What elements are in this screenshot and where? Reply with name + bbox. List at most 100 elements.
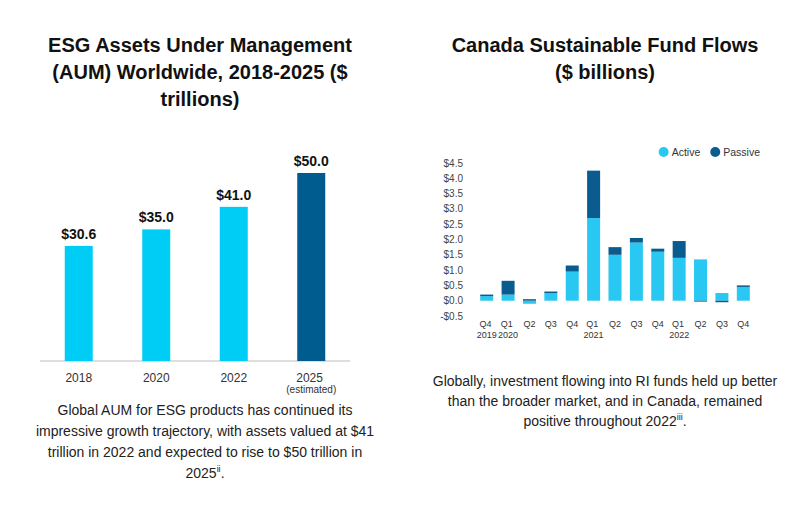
x-tick-label: 2018 <box>65 371 92 385</box>
caption-line: than the broader market, and in Canada, … <box>448 393 762 409</box>
x-tick-label: Q2 <box>609 319 621 329</box>
bar-segment <box>544 293 557 301</box>
x-tick-label: Q3 <box>630 319 642 329</box>
bar <box>297 173 325 361</box>
caption-line: 2025 <box>185 465 216 481</box>
bar-segment <box>694 300 707 302</box>
y-tick-label: $0.0 <box>444 295 464 306</box>
page: ESG Assets Under Management (AUM) Worldwi… <box>0 0 800 509</box>
x-tick-label: Q3 <box>545 319 557 329</box>
x-tick-line: Q4 <box>479 319 494 329</box>
x-tick-line: 2022 <box>220 371 247 385</box>
bar-segment <box>523 299 536 301</box>
x-tick-line: Q2 <box>609 319 621 329</box>
bar-segment <box>651 252 664 301</box>
caption: Global AUM for ESG products has continue… <box>36 402 374 481</box>
bars <box>480 171 750 304</box>
title-line: trillions) <box>161 88 240 110</box>
bar-segment <box>566 266 579 272</box>
x-tick-line: 2025 <box>296 371 326 385</box>
bar-segment <box>715 301 728 303</box>
bar-segment <box>694 259 707 300</box>
caption-end: . <box>683 413 687 429</box>
data-label: $35.0 <box>139 209 174 225</box>
y-tick-label: $3.0 <box>444 203 464 214</box>
x-tick-line: Q2 <box>523 319 535 329</box>
x-tick-line: 2020 <box>498 330 518 340</box>
bar-segment <box>630 243 643 301</box>
bar <box>220 207 248 361</box>
x-tick-label: 2025 (estimated) <box>286 371 336 395</box>
chart-title: Canada Sustainable Fund Flows ($ billions… <box>452 34 759 83</box>
bar-segment <box>587 171 600 218</box>
x-tick-line: 2020 <box>143 371 170 385</box>
caption-end: . <box>221 465 225 481</box>
bar-segment <box>737 287 750 301</box>
x-tick-line: 2018 <box>65 371 92 385</box>
title-line: ($ billions) <box>555 61 655 83</box>
bar-segment <box>480 295 493 297</box>
bar-segment <box>673 258 686 301</box>
bar-segment <box>480 296 493 301</box>
x-tick-line: Q3 <box>545 319 557 329</box>
x-tick-line: Q1 <box>672 319 687 329</box>
legend: Active Passive <box>659 146 761 158</box>
x-tick-label: Q3 <box>716 319 728 329</box>
x-tick-label: Q1 2021 <box>584 319 604 340</box>
x-tick-label: Q4 <box>566 319 578 329</box>
caption-line: impressive growth trajectory, with asset… <box>36 423 374 439</box>
x-tick-line: 2021 <box>584 330 604 340</box>
bar-segment <box>630 238 643 243</box>
x-tick-label: Q4 <box>652 319 664 329</box>
bar <box>65 246 93 361</box>
title-line: (AUM) Worldwide, 2018-2025 ($ <box>52 61 347 83</box>
caption-line: positive throughout 2022 <box>523 413 677 429</box>
y-tick-label: $0.5 <box>444 280 464 291</box>
bar-segment <box>523 301 536 304</box>
x-tick-line: Q4 <box>652 319 664 329</box>
x-tick-label: 2022 <box>220 371 247 385</box>
y-tick-label: $1.5 <box>444 249 464 260</box>
y-tick-label: $2.0 <box>444 234 464 245</box>
data-label: $30.6 <box>61 226 96 242</box>
bar-segment <box>609 247 622 255</box>
bar <box>142 229 170 361</box>
bars <box>65 173 326 361</box>
x-tick-label: Q2 <box>695 319 707 329</box>
y-tick-label: $1.0 <box>444 265 464 276</box>
y-tick-label: $4.0 <box>444 173 464 184</box>
title-line: Canada Sustainable Fund Flows <box>452 34 759 56</box>
bar-segment <box>715 293 728 301</box>
bar-segment <box>502 295 515 301</box>
x-tick-label: 2020 <box>143 371 170 385</box>
bar-segment <box>737 285 750 287</box>
x-tick-line: Q2 <box>695 319 707 329</box>
y-tick-label: $2.5 <box>444 219 464 230</box>
caption-line: trillion in 2022 and expected to rise to… <box>48 444 362 460</box>
bar-segment <box>587 218 600 301</box>
x-tick-line: 2019 <box>477 330 497 340</box>
x-tick-label: Q4 <box>737 319 749 329</box>
legend-label: Active <box>672 146 701 158</box>
x-tick-label: Q1 2022 <box>669 319 689 340</box>
legend-swatch <box>710 147 720 157</box>
x-tick-label: Q1 2020 <box>498 319 518 340</box>
data-label: $41.0 <box>216 187 251 203</box>
bar-segment <box>651 249 664 252</box>
y-tick-label: $4.5 <box>444 158 464 169</box>
caption: Globally, investment flowing into RI fun… <box>433 373 778 429</box>
x-tick-line: Q3 <box>716 319 728 329</box>
title-line: ESG Assets Under Management <box>48 34 352 56</box>
x-tick-line: Q1 <box>501 319 516 329</box>
caption-line: Global AUM for ESG products has continue… <box>58 402 353 418</box>
bar-segment <box>502 281 515 295</box>
data-label: $50.0 <box>294 153 329 169</box>
x-tick-label: Q4 2019 <box>477 319 497 340</box>
x-tick-line: Q4 <box>566 319 578 329</box>
y-tick-label: -$0.5 <box>440 311 463 322</box>
chart-title: ESG Assets Under Management (AUM) Worldwi… <box>48 34 352 110</box>
legend-label: Passive <box>723 146 760 158</box>
y-tick-label: $3.5 <box>444 188 464 199</box>
bar-segment <box>609 255 622 301</box>
x-tick-line: (estimated) <box>286 384 336 395</box>
